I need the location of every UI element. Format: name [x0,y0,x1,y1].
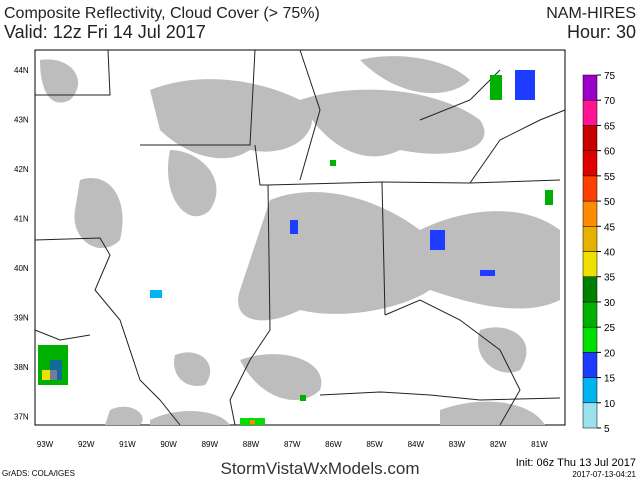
lon-label: 84W [408,440,425,449]
colorbar-label: 25 [604,323,616,334]
lat-label: 39N [14,314,29,323]
colorbar-label: 5 [604,424,610,435]
site-name: StormVistaWxModels.com [220,459,419,478]
colorbar-segment [582,352,598,378]
colorbar-label: 30 [604,298,616,309]
lon-label: 91W [119,440,136,449]
colorbar-segment [582,251,598,277]
colorbar-label: 70 [604,96,616,107]
forecast-hour: Hour: 30 [567,22,636,42]
colorbar-label: 10 [604,399,616,410]
longitude-labels: 93W 92W 91W 90W 89W 88W 87W 86W 85W 84W 83W 82W 81W [37,440,548,449]
colorbar-segment [582,175,598,202]
lon-label: 88W [243,440,260,449]
colorbar-segment [582,125,598,151]
lat-label: 44N [14,66,29,75]
colorbar-label: 65 [604,121,616,132]
colorbar-segment [582,301,598,328]
lat-label: 41N [14,215,29,224]
colorbar-label: 40 [604,248,616,259]
lat-label: 43N [14,116,29,125]
init-time: Init: 06z Thu 13 Jul 2017 [516,457,636,469]
timestamp: 2017-07-13-04:21 [572,470,636,479]
lat-label: 37N [14,413,29,422]
colorbar-label: 15 [604,374,616,385]
cloud-cover [40,56,561,425]
lon-label: 82W [490,440,507,449]
lon-label: 81W [531,440,548,449]
lat-label: 38N [14,363,29,372]
lon-label: 87W [284,440,301,449]
colorbar: 5 10 15 20 25 30 35 40 45 50 55 60 65 70 75 [582,71,616,435]
colorbar-label: 60 [604,147,616,158]
lon-label: 92W [78,440,95,449]
lat-label: 42N [14,165,29,174]
colorbar-label: 50 [604,197,616,208]
colorbar-segment [582,377,598,404]
grads-credit: GrADS: COLA/IGES [2,469,75,478]
lon-label: 89W [202,440,219,449]
colorbar-segment [582,226,598,252]
lon-label: 90W [160,440,177,449]
lon-label: 86W [325,440,342,449]
colorbar-segment [582,276,598,303]
title: Composite Reflectivity, Cloud Cover (> 7… [4,5,320,22]
colorbar-segment [582,74,598,101]
colorbar-segment [582,402,598,429]
colorbar-segment [582,99,598,126]
colorbar-label: 55 [604,172,616,183]
lon-label: 85W [366,440,383,449]
colorbar-label: 45 [604,222,616,233]
latitude-labels: 44N 43N 42N 41N 40N 39N 38N 37N [14,66,29,422]
colorbar-label: 35 [604,273,616,284]
colorbar-segment [582,200,598,227]
radar-echoes [38,70,553,425]
borders [34,49,566,426]
colorbar-segment [582,150,598,177]
map [34,49,566,426]
colorbar-label: 20 [604,348,616,359]
colorbar-label: 75 [604,71,616,82]
lon-label: 93W [37,440,54,449]
valid-time: Valid: 12z Fri 14 Jul 2017 [4,22,206,42]
model-name: NAM-HIRES [546,5,636,22]
colorbar-segment [582,326,598,353]
lat-label: 40N [14,264,29,273]
lon-label: 83W [449,440,466,449]
